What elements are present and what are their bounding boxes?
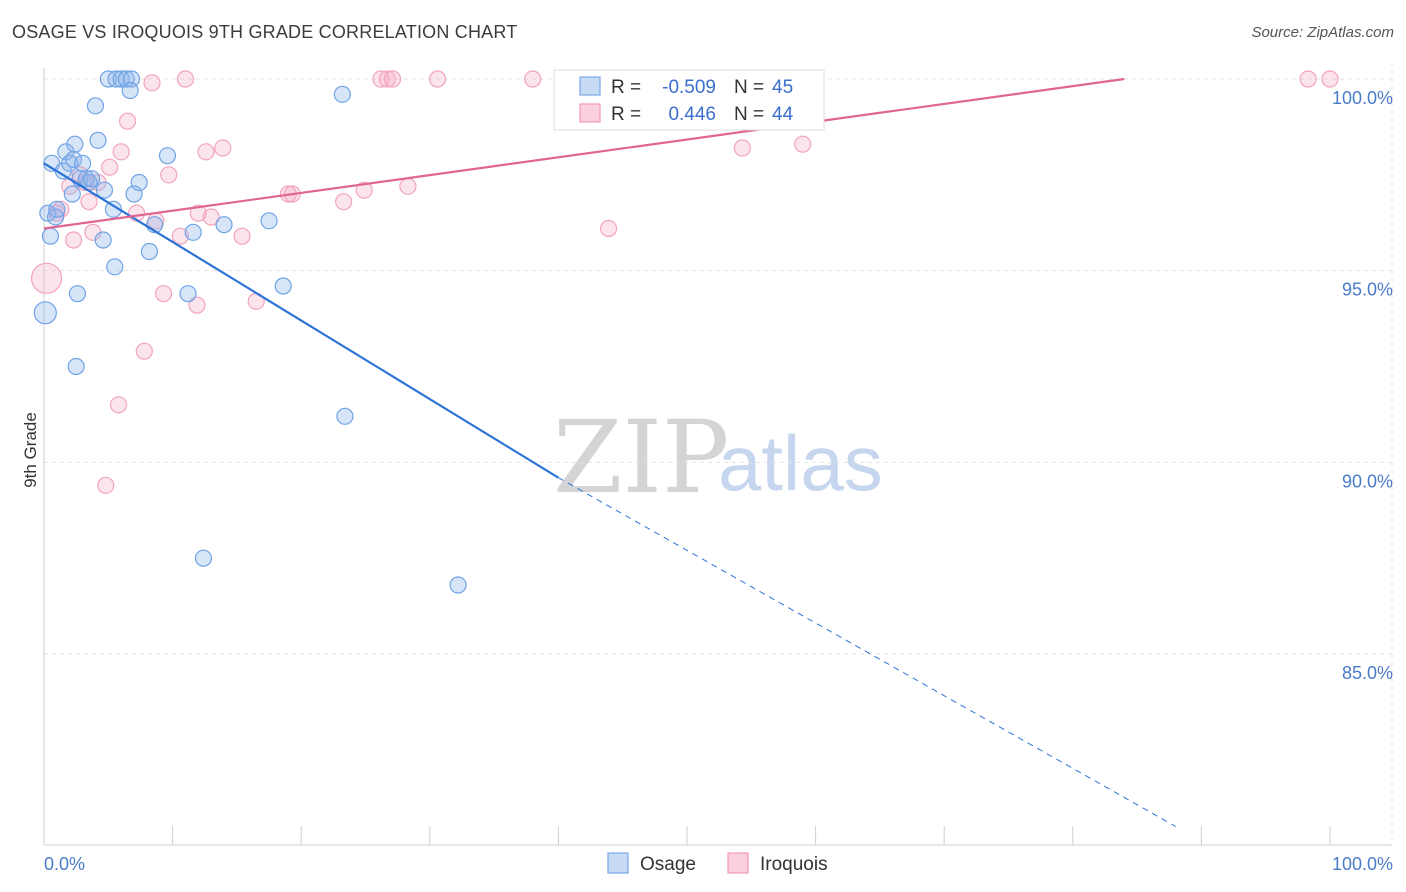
osage-point-21 [94,231,112,249]
osage-point-37 [184,223,202,241]
osage-trend-line [43,162,559,479]
osage-points [33,70,467,594]
osage-point-39 [215,216,233,234]
trend-lines [43,77,1176,827]
x-tick-label-1: 100.0% [1332,854,1393,874]
iroquois-point-27 [214,139,232,157]
osage-point-38 [194,549,213,567]
iroquois-point-39 [524,70,542,88]
osage-point-22 [95,181,114,199]
y-tick-label-0: 100.0% [1332,88,1393,108]
iroquois-point-11 [100,158,119,176]
iroquois-trend-line [43,77,1125,230]
legend-iroquois-n-label: N = [734,104,764,125]
iroquois-point-41 [733,139,751,157]
iroquois-point-35 [378,70,396,88]
osage-point-42 [333,85,351,103]
iroquois-point-22 [176,70,195,88]
iroquois-point-19 [154,285,173,303]
axes [43,68,1392,846]
iroquois-point-14 [118,112,137,130]
legend-iroquois-swatch [579,103,601,123]
iroquois-point-10 [97,476,115,494]
iroquois-point-0 [30,262,63,294]
iroquois-point-13 [112,143,130,161]
iroquois-point-12 [109,396,128,414]
legend-osage-r-label: R = [611,77,641,98]
watermark-zip: ZIP [553,399,729,516]
legend-osage-n-value: 45 [772,77,793,98]
y-tick-label-1: 95.0% [1342,280,1393,300]
iroquois-point-26 [202,208,220,226]
iroquois-point-4 [64,231,83,249]
osage-point-24 [104,200,123,218]
chart-title: OSAGE VS IROQUOIS 9TH GRADE CORRELATION … [12,22,518,42]
osage-point-35 [158,147,177,165]
bottom-legend-osage-label: Osage [640,854,696,875]
iroquois-point-16 [135,342,153,360]
y-axis-label: 9th Grade [21,412,40,488]
osage-point-0 [33,301,57,325]
osage-point-25 [106,258,124,276]
iroquois-point-36 [383,70,402,88]
osage-trend-extension [558,477,1176,827]
legend-iroquois-r-label: R = [611,104,641,125]
bottom-legend-osage-swatch [607,852,629,874]
bottom-legend-iroquois-label: Iroquois [760,854,828,875]
source-credit: Source: ZipAtlas.com [1251,24,1394,41]
osage-point-13 [67,357,85,376]
osage-point-33 [140,242,159,261]
osage-point-1 [39,204,57,222]
series-legend: Osage Iroquois [607,852,828,875]
osage-point-2 [41,227,60,245]
legend-iroquois-n-value: 44 [772,104,794,125]
iroquois-point-32 [335,193,353,211]
iroquois-point-42 [794,135,812,153]
osage-point-9 [63,185,81,203]
osage-point-12 [68,285,87,303]
watermark-atlas: atlas [718,419,883,507]
iroquois-point-23 [188,296,206,314]
iroquois-point-7 [80,193,98,211]
y-tick-label-2: 90.0% [1342,471,1393,491]
bottom-legend-iroquois-swatch [727,852,749,874]
legend-iroquois-r-value: 0.446 [668,104,716,125]
iroquois-point-37 [399,177,417,195]
iroquois-point-43 [1299,70,1317,88]
iroquois-point-40 [599,219,618,238]
y-tick-label-3: 85.0% [1342,663,1393,683]
osage-point-20 [89,131,107,149]
tick-labels: 100.0% 95.0% 90.0% 85.0% 0.0% 100.0% [44,88,1393,874]
osage-point-11 [66,135,84,153]
osage-point-19 [86,97,105,115]
osage-point-36 [179,285,197,303]
osage-point-43 [336,407,354,425]
x-tick-label-0: 0.0% [44,854,85,874]
osage-point-18 [82,170,101,188]
osage-point-44 [449,576,467,594]
iroquois-point-20 [160,166,178,184]
osage-point-15 [73,154,92,172]
iroquois-point-25 [197,143,215,161]
legend-osage-r-value: -0.509 [662,77,716,98]
iroquois-point-21 [171,227,189,245]
correlation-legend: R = -0.509 N = 45 R = 0.446 N = 44 [553,69,825,131]
iroquois-point-24 [189,204,207,222]
iroquois-point-17 [143,74,161,92]
legend-osage-n-label: N = [734,77,764,98]
osage-point-40 [260,212,278,230]
iroquois-point-33 [355,181,373,199]
iroquois-point-44 [1321,70,1339,88]
osage-point-30 [121,81,139,100]
iroquois-point-38 [428,70,447,88]
iroquois-point-28 [233,227,251,245]
osage-point-5 [48,200,66,218]
osage-point-41 [274,277,292,295]
osage-point-32 [130,173,148,192]
legend-osage-swatch [579,76,601,96]
